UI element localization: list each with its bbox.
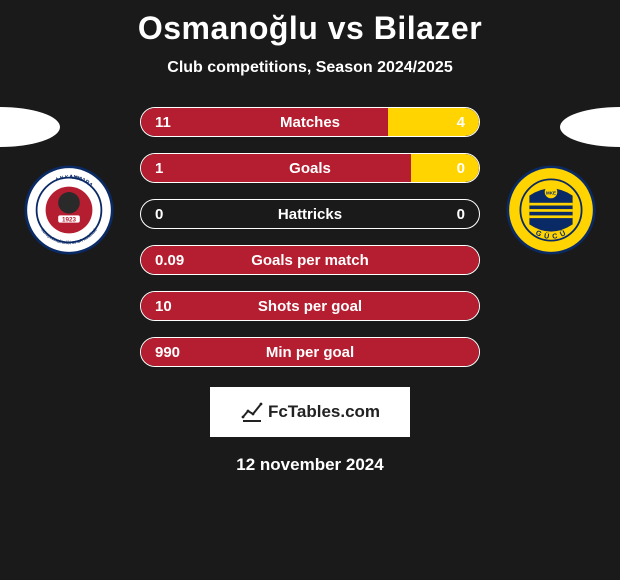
svg-text:MKE: MKE [546, 191, 556, 196]
svg-text:1923: 1923 [62, 217, 77, 224]
stat-right-value: 0 [457, 160, 465, 177]
stat-row: 0.09Goals per match [140, 245, 480, 275]
stat-row: 0Hattricks0 [140, 199, 480, 229]
stat-right-value: 4 [457, 114, 465, 131]
stat-row: 990Min per goal [140, 337, 480, 367]
stat-label: Matches [141, 114, 479, 131]
left-team-badge: 1923 ANKARA A N K A R A GENÇLERBİRLİĞİ S… [24, 165, 114, 255]
watermark: FcTables.com [210, 387, 410, 437]
stat-label: Goals per match [141, 252, 479, 269]
stat-row: 11Matches4 [140, 107, 480, 137]
stat-label: Shots per goal [141, 298, 479, 315]
stat-label: Hattricks [141, 206, 479, 223]
stat-right-value: 0 [457, 206, 465, 223]
comparison-panel: 1923 ANKARA A N K A R A GENÇLERBİRLİĞİ S… [0, 107, 620, 475]
stat-label: Goals [141, 160, 479, 177]
watermark-text: FcTables.com [268, 402, 380, 422]
subtitle: Club competitions, Season 2024/2025 [0, 59, 620, 77]
right-name-pill [560, 107, 620, 147]
date-text: 12 november 2024 [0, 455, 620, 475]
stat-row: 10Shots per goal [140, 291, 480, 321]
stat-label: Min per goal [141, 344, 479, 361]
page-title: Osmanoğlu vs Bilazer [0, 0, 620, 47]
left-name-pill [0, 107, 60, 147]
stats-bars: 11Matches41Goals00Hattricks00.09Goals pe… [140, 107, 480, 367]
chart-icon [240, 400, 264, 424]
stat-row: 1Goals0 [140, 153, 480, 183]
right-team-badge: MKE G Ü C Ü [506, 165, 596, 255]
